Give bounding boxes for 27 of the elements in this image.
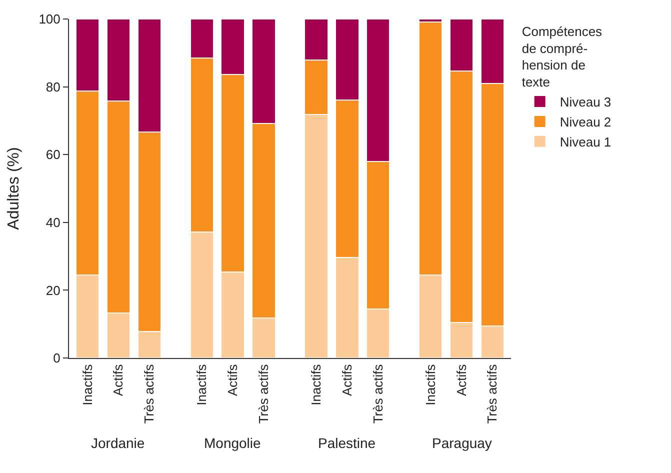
y-axis-title: Adultes (%) xyxy=(6,147,23,230)
x-tick-label: Très actifs xyxy=(142,364,157,424)
x-tick-label: Actifs xyxy=(110,364,126,396)
y-tick-label: 80 xyxy=(46,79,60,94)
text: Jordanie xyxy=(91,435,145,451)
text: Mongolie xyxy=(204,435,262,451)
x-tick-label: Inactifs xyxy=(80,364,95,406)
y-tick-label: 20 xyxy=(46,282,60,298)
legend-label: Niveau 3 xyxy=(560,94,612,110)
x-tick-label: Très actifs xyxy=(484,364,500,424)
y-tick-label: 60 xyxy=(46,147,60,162)
text: Paraguay xyxy=(432,435,492,451)
legend-title: Compétences de compré- hension de texte xyxy=(522,24,603,90)
y-tick-label: 0 xyxy=(53,350,60,366)
legend-label: Niveau 2 xyxy=(560,114,612,130)
x-tick-label: Actifs xyxy=(225,364,240,396)
x-tick-label: Inactifs xyxy=(194,364,210,406)
x-tick-label: Actifs xyxy=(454,364,469,396)
x-tick-label: Inactifs xyxy=(308,364,324,406)
y-tick-label: 100 xyxy=(38,12,60,27)
text: Palestine xyxy=(318,435,376,451)
x-tick-label: Actifs xyxy=(339,364,354,396)
x-tick-label: Très actifs xyxy=(256,364,271,424)
legend-label: Niveau 1 xyxy=(560,134,612,150)
x-tick-label: Inactifs xyxy=(422,364,438,406)
x-tick-label: Très actifs xyxy=(370,364,386,424)
y-tick-label: 40 xyxy=(46,214,60,230)
